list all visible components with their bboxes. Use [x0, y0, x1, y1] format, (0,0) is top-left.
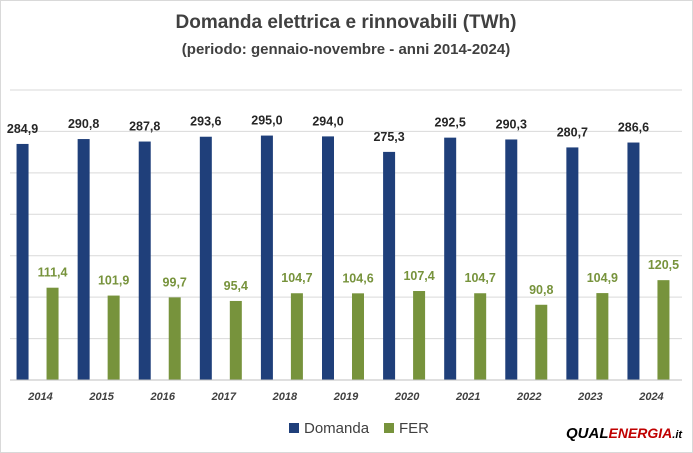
bar-fer — [596, 293, 609, 380]
qualenergia-logo: QUALENERGIA.it — [566, 425, 683, 442]
data-label-domanda: 280,7 — [557, 125, 588, 139]
legend-swatch — [384, 423, 394, 433]
bar-domanda — [505, 139, 518, 380]
bar-fer — [290, 293, 303, 380]
x-tick-label: 2017 — [211, 391, 237, 403]
x-tick-label: 2024 — [638, 391, 663, 403]
x-tick-label: 2018 — [272, 391, 298, 403]
logo-part-a: QUAL — [566, 425, 609, 442]
x-tick-label: 2015 — [88, 391, 114, 403]
legend-swatch — [289, 423, 299, 433]
data-label-domanda: 295,0 — [251, 114, 282, 128]
logo-part-c: .it — [672, 429, 683, 441]
bar-domanda — [444, 137, 457, 380]
data-labels: 284,9 111,4 290,8 101,9 287,8 99,7 293,6 95,4 29… — [7, 114, 679, 297]
data-label-fer: 120,5 — [648, 258, 679, 272]
bar-domanda — [383, 151, 396, 380]
bar-fer — [107, 295, 120, 380]
data-label-fer: 104,9 — [587, 271, 618, 285]
data-label-domanda: 290,3 — [496, 117, 527, 131]
bar-domanda — [322, 136, 334, 380]
data-label-fer: 107,4 — [403, 269, 434, 283]
data-label-domanda: 290,8 — [68, 117, 99, 131]
data-label-fer: 99,7 — [163, 275, 187, 289]
data-label-fer: 104,6 — [342, 271, 373, 285]
data-label-fer: 95,4 — [224, 279, 248, 293]
chart-subtitle: (periodo: gennaio-novembre - anni 2014-2… — [182, 41, 510, 58]
data-label-domanda: 284,9 — [7, 122, 38, 136]
legend-label: FER — [399, 420, 429, 437]
bars — [16, 135, 670, 380]
bar-fer — [168, 297, 181, 380]
svg-text:QUALENERGIA.it: QUALENERGIA.it — [566, 425, 683, 442]
x-tick-label: 2020 — [394, 391, 420, 403]
chart-title: Domanda elettrica e rinnovabili (TWh) — [176, 12, 517, 33]
x-tick-label: 2022 — [516, 391, 541, 403]
bar-fer — [657, 280, 670, 380]
x-tick-label: 2014 — [27, 391, 52, 403]
data-label-fer: 111,4 — [38, 266, 68, 280]
data-label-domanda: 275,3 — [373, 130, 404, 144]
bar-domanda — [77, 139, 90, 380]
bar-fer — [352, 293, 364, 380]
x-tick-label: 2023 — [577, 391, 602, 403]
data-label-domanda: 292,5 — [435, 116, 466, 130]
data-label-fer: 90,8 — [529, 283, 553, 297]
data-label-domanda: 287,8 — [129, 120, 160, 134]
bar-domanda — [138, 141, 151, 380]
legend-label: Domanda — [304, 420, 370, 437]
data-label-domanda: 294,0 — [312, 114, 343, 128]
bar-fer — [229, 300, 242, 380]
data-label-fer: 104,7 — [281, 271, 312, 285]
data-label-fer: 101,9 — [98, 274, 129, 288]
bar-domanda — [260, 135, 273, 380]
x-tick-label: 2021 — [455, 391, 480, 403]
data-label-fer: 104,7 — [465, 271, 496, 285]
bar-domanda — [566, 147, 579, 380]
bar-domanda — [199, 136, 212, 380]
logo-part-b: ENERGIA — [609, 425, 673, 441]
bar-fer — [413, 291, 426, 380]
bar-fer — [46, 287, 59, 380]
bar-domanda — [16, 143, 29, 380]
data-label-domanda: 286,6 — [618, 121, 649, 135]
x-tick-label: 2019 — [333, 391, 359, 403]
legend: Domanda FER — [289, 420, 429, 437]
bar-fer — [535, 304, 548, 380]
x-tick-label: 2016 — [149, 391, 175, 403]
bar-domanda — [627, 142, 640, 380]
data-label-domanda: 293,6 — [190, 115, 221, 129]
x-axis: 2014 2015 2016 2017 2018 2019 2020 2021 2022 2023… — [10, 379, 682, 403]
bar-fer — [474, 293, 487, 380]
